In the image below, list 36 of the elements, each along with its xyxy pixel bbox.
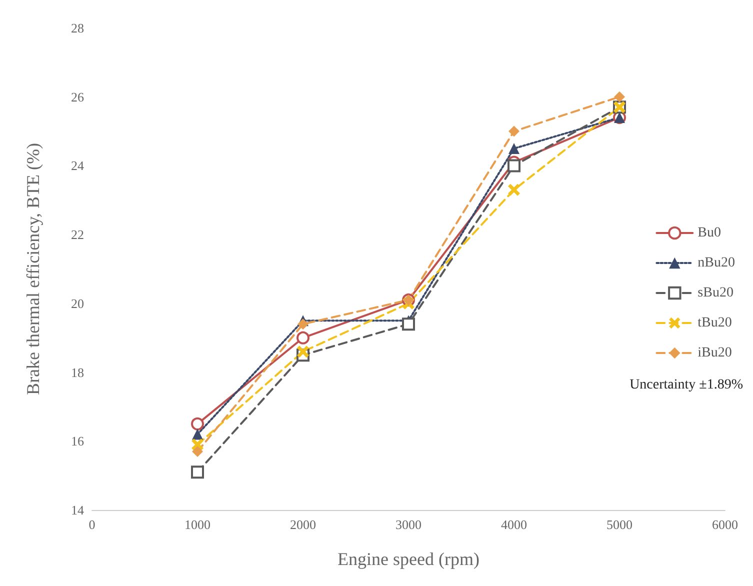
point — [297, 346, 309, 358]
y-tick-label: 28 — [71, 20, 84, 36]
point — [508, 159, 520, 172]
x-axis-title: Engine speed (rpm) — [338, 549, 480, 569]
point — [296, 331, 310, 344]
y-tick-label: 18 — [71, 364, 84, 380]
legend-label: nBu20 — [698, 256, 736, 270]
point — [508, 143, 520, 154]
point — [402, 318, 415, 331]
point — [191, 466, 204, 479]
point — [192, 428, 203, 440]
point — [192, 446, 203, 457]
y-axis-title: Brake thermal efficiency, BTE (%) — [23, 143, 43, 395]
point — [298, 318, 308, 330]
x-tick-label: 3000 — [396, 517, 422, 532]
legend-label: iBu20 — [698, 346, 732, 360]
annotation: Uncertainty ±1.89% — [630, 378, 744, 392]
x-tick-label: 1000 — [184, 517, 210, 532]
legend-label: Bu0 — [698, 226, 722, 240]
point — [508, 126, 520, 137]
legend-label: sBu20 — [698, 286, 734, 300]
y-tick-label: 26 — [71, 89, 84, 104]
x-tick-label: 2000 — [290, 517, 316, 532]
y-tick-label: 14 — [71, 502, 84, 518]
point — [614, 91, 625, 102]
y-tick-label: 22 — [71, 227, 84, 242]
x-tick-label: 0 — [88, 517, 96, 532]
x-tick-label: 4000 — [501, 517, 527, 532]
legend-label: tBu20 — [698, 316, 732, 330]
x-tick-label: 5000 — [606, 517, 632, 532]
y-tick-label: 16 — [71, 434, 84, 449]
y-tick-label: 20 — [71, 296, 84, 311]
y-tick-label: 24 — [71, 158, 84, 174]
point — [191, 417, 204, 430]
x-tick-label: 6000 — [712, 517, 738, 532]
point — [508, 184, 520, 196]
